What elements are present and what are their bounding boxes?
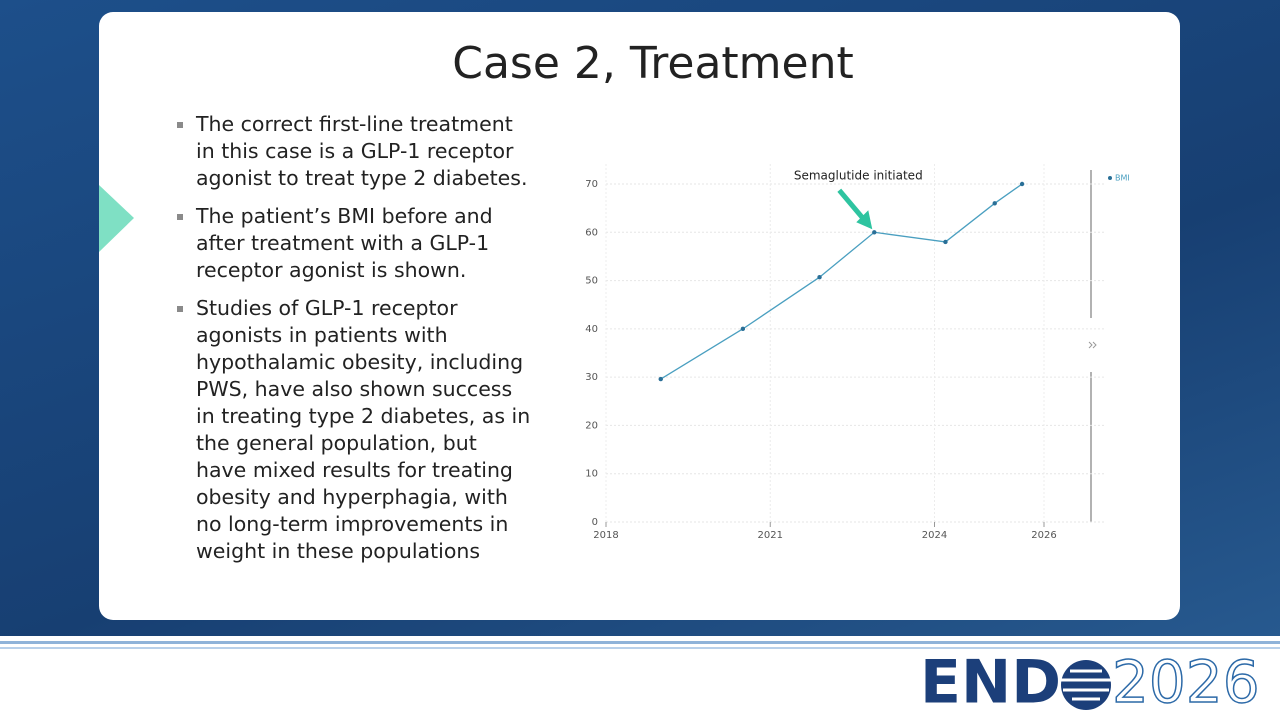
annotation-text: Semaglutide initiated: [794, 169, 923, 183]
bullet-text: agonists in patients with: [196, 323, 448, 347]
x-tick-label: 2024: [922, 530, 947, 541]
legend-swatch: [1108, 176, 1112, 180]
bullet-text: obesity and hyperphagia, with: [196, 485, 508, 509]
y-tick-label: 60: [585, 227, 598, 238]
y-tick-label: 20: [585, 420, 598, 431]
bullet-text: in this case is a GLP-1 receptor: [196, 139, 514, 163]
bullet-marker: [177, 122, 183, 128]
y-tick-label: 70: [585, 179, 598, 190]
bullet-text: Studies of GLP-1 receptor: [196, 296, 458, 320]
collapse-toggle[interactable]: [1088, 341, 1097, 349]
y-tick-label: 10: [585, 469, 598, 480]
slide-title: Case 2, Treatment: [452, 38, 854, 89]
bullet-text: hypothalamic obesity, including: [196, 350, 523, 374]
bullet-marker: [177, 306, 183, 312]
y-tick-label: 40: [585, 324, 598, 335]
y-tick-label: 30: [585, 372, 598, 383]
footer-rule: [0, 641, 1280, 644]
x-tick-label: 2026: [1031, 530, 1056, 541]
logo-year: 2026: [1112, 648, 1260, 716]
accent-triangle: [99, 185, 134, 252]
x-tick-label: 2018: [593, 530, 618, 541]
logo-text: END: [920, 648, 1061, 718]
data-point: [817, 274, 822, 280]
bullet-text: after treatment with a GLP-1: [196, 231, 489, 255]
bullet-text: PWS, have also shown success: [196, 377, 512, 401]
legend-label: BMI: [1115, 174, 1130, 183]
bullet-text: in treating type 2 diabetes, as in: [196, 404, 530, 428]
bullet-text: no long-term improvements in: [196, 512, 508, 536]
data-point: [943, 239, 948, 245]
x-tick-label: 2021: [758, 530, 783, 541]
data-point: [658, 376, 663, 382]
y-tick-label: 0: [592, 517, 598, 528]
annotation-arrowhead: [856, 210, 873, 230]
bullet-text: receptor agonist is shown.: [196, 258, 466, 282]
bullet-text: agonist to treat type 2 diabetes.: [196, 166, 528, 190]
logo-globe-lines: [1061, 669, 1111, 701]
data-point: [740, 326, 746, 332]
bullet-marker: [177, 214, 183, 220]
bullet-text: weight in these populations: [196, 539, 480, 563]
data-point: [992, 201, 997, 206]
content-card: [99, 12, 1180, 620]
bullet-text: The patient’s BMI before and: [195, 204, 493, 228]
bullet-text: have mixed results for treating: [196, 458, 513, 482]
bullet-text: The correct first-line treatment: [195, 112, 513, 136]
footer-rule: [0, 647, 1280, 649]
data-point: [1019, 181, 1025, 187]
y-tick-label: 50: [585, 276, 598, 287]
bullet-text: the general population, but: [196, 431, 477, 455]
data-point: [872, 230, 877, 235]
logo-globe: [1061, 660, 1111, 710]
